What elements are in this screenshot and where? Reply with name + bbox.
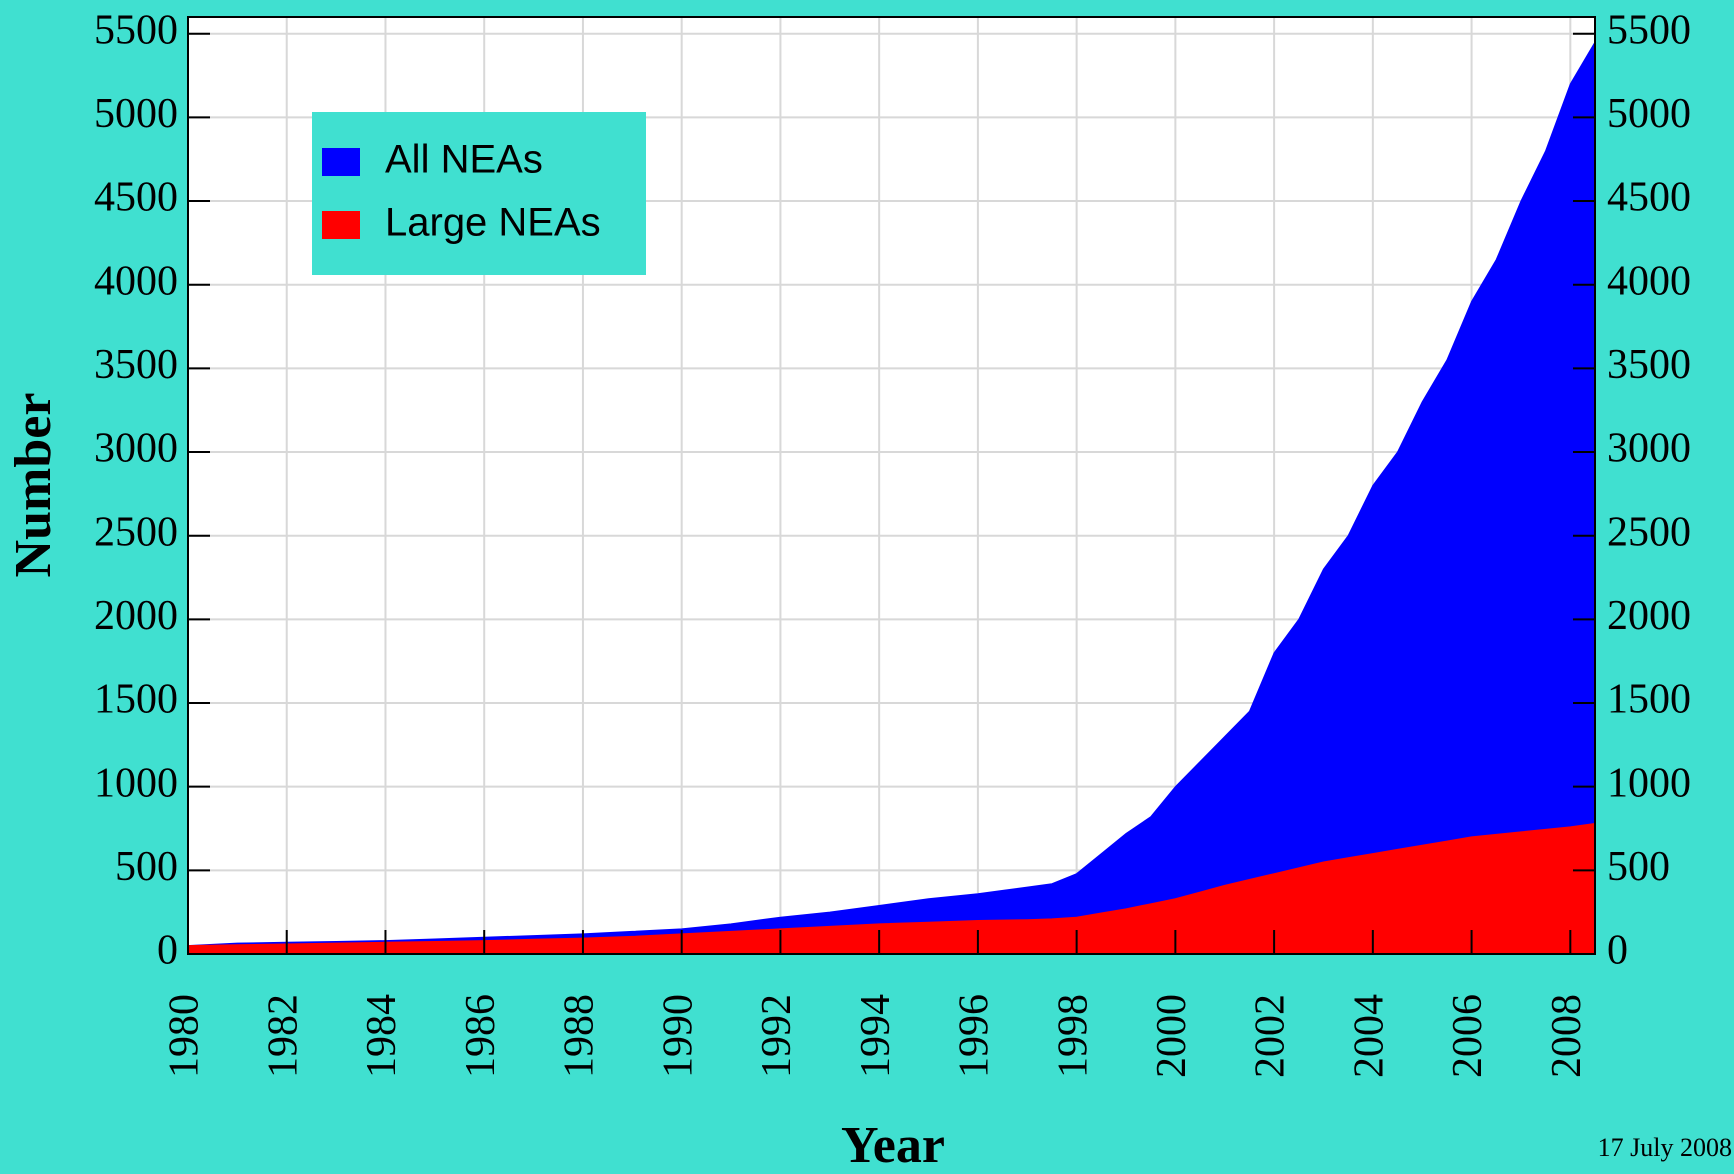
x-tick-label: 2002 bbox=[1248, 994, 1294, 1078]
y2-tick-label: 5000 bbox=[1607, 91, 1691, 137]
y-tick-label: 0 bbox=[157, 928, 178, 974]
y-tick-label: 2500 bbox=[94, 509, 178, 555]
y-tick-label: 5000 bbox=[94, 91, 178, 137]
area bbox=[187, 822, 1596, 955]
plot-frame bbox=[187, 16, 1596, 955]
y2-tick-label: 1000 bbox=[1607, 760, 1691, 806]
x-tick-label: 1984 bbox=[359, 994, 405, 1078]
y-tick-label: 500 bbox=[115, 844, 178, 890]
y2-tick-label: 4000 bbox=[1607, 258, 1691, 304]
annotation: 17 July 2008 bbox=[1598, 1133, 1732, 1162]
y2-tick-label: 3500 bbox=[1607, 342, 1691, 388]
legend-label: All NEAs bbox=[385, 138, 543, 182]
x-tick-label: 2004 bbox=[1346, 994, 1392, 1078]
x-tick-label: 1994 bbox=[853, 994, 899, 1078]
legend-box bbox=[312, 112, 646, 275]
x-tick-label: 2008 bbox=[1544, 994, 1590, 1078]
x-tick-label: 1980 bbox=[162, 994, 208, 1078]
x-tick-label: 1990 bbox=[655, 994, 701, 1078]
area bbox=[187, 40, 1596, 955]
y2-tick-label: 0 bbox=[1607, 928, 1628, 974]
y2-tick-label: 4500 bbox=[1607, 175, 1691, 221]
y-tick-label: 2000 bbox=[94, 593, 178, 639]
y2-tick-label: 500 bbox=[1607, 844, 1670, 890]
y-tick-label: 4500 bbox=[94, 175, 178, 221]
y-tick-label: 3000 bbox=[94, 426, 178, 472]
y2-tick-label: 3000 bbox=[1607, 426, 1691, 472]
y-tick-label: 5500 bbox=[94, 7, 178, 53]
x-tick-label: 2000 bbox=[1149, 994, 1195, 1078]
y-tick-label: 1000 bbox=[94, 760, 178, 806]
x-tick-label: 1996 bbox=[952, 994, 998, 1078]
y-tick-label: 4000 bbox=[94, 258, 178, 304]
x-tick-label: 1988 bbox=[557, 994, 603, 1078]
y-tick-label: 1500 bbox=[94, 677, 178, 723]
y2-tick-label: 1500 bbox=[1607, 677, 1691, 723]
legend-swatch bbox=[322, 148, 360, 176]
x-tick-label: 2006 bbox=[1445, 994, 1491, 1078]
x-tick-label: 1998 bbox=[1050, 994, 1096, 1078]
legend-swatch bbox=[322, 211, 360, 239]
x-tick-label: 1992 bbox=[754, 994, 800, 1078]
y-axis-label: Number bbox=[5, 393, 62, 578]
y-tick-label: 3500 bbox=[94, 342, 178, 388]
y2-tick-label: 2000 bbox=[1607, 593, 1691, 639]
x-tick-label: 1982 bbox=[260, 994, 306, 1078]
y2-tick-label: 5500 bbox=[1607, 7, 1691, 53]
y2-tick-label: 2500 bbox=[1607, 509, 1691, 555]
legend-label: Large NEAs bbox=[385, 201, 601, 245]
x-tick-label: 1986 bbox=[458, 994, 504, 1078]
x-axis-label: Year bbox=[841, 1117, 945, 1174]
